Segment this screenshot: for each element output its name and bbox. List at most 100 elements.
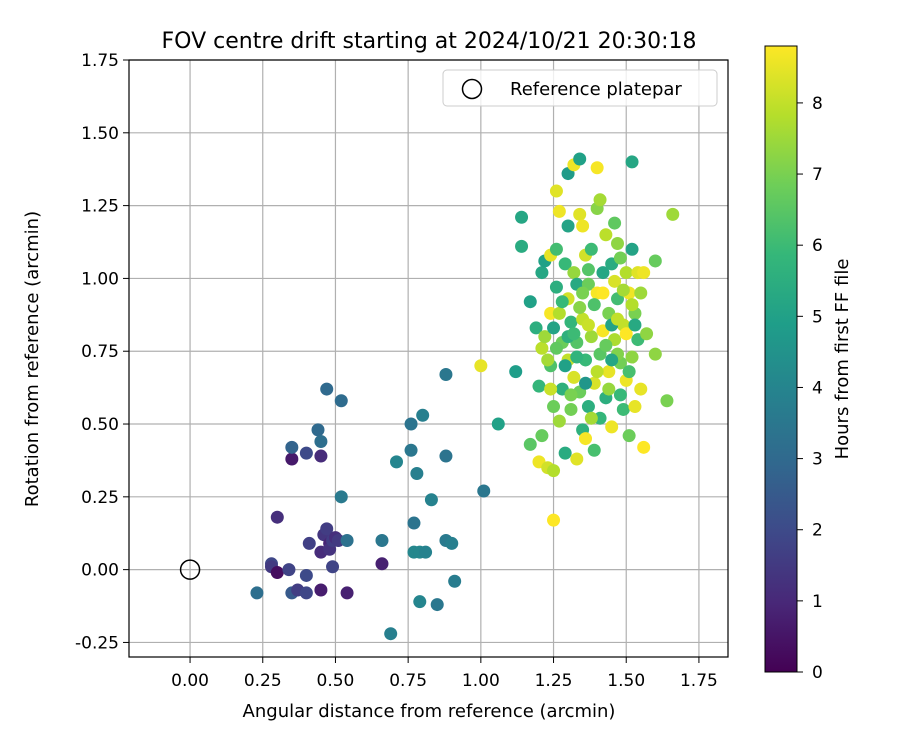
data-point: [340, 534, 354, 548]
colorbar-tick-label: 3: [812, 450, 823, 470]
data-point: [407, 516, 421, 530]
data-point: [509, 365, 523, 379]
y-tick-label: 1.25: [81, 197, 119, 217]
data-point: [549, 184, 563, 198]
data-point: [567, 266, 581, 280]
data-point: [410, 467, 424, 481]
data-point: [404, 417, 418, 431]
colorbar-tick-label: 4: [812, 378, 823, 398]
data-point: [314, 434, 328, 448]
data-point: [581, 263, 595, 277]
data-point: [416, 408, 430, 422]
data-point: [625, 350, 639, 364]
data-point: [596, 266, 610, 280]
data-point: [547, 400, 561, 414]
data-point: [579, 432, 593, 446]
data-point: [581, 400, 595, 414]
colorbar-tick-label: 0: [812, 663, 823, 683]
data-point: [602, 382, 616, 396]
colorbar-label: Hours from first FF file: [832, 259, 853, 460]
data-point: [302, 536, 316, 550]
data-point: [477, 484, 491, 498]
colorbar-ticks: 0 1 2 3 4 5 6 7 8: [797, 94, 823, 683]
data-point: [529, 321, 543, 335]
data-point: [523, 295, 537, 309]
data-point: [573, 152, 587, 166]
data-point: [404, 443, 418, 457]
data-point: [584, 411, 598, 425]
x-tick-label: 0.25: [244, 671, 282, 691]
axis-ticks: 0.00 0.25 0.50 0.75 1.00 1.25 1.50 1.75 -0.25 0.0…: [75, 51, 718, 691]
data-point: [640, 327, 654, 341]
data-point: [590, 365, 604, 379]
data-point: [334, 490, 348, 504]
data-point: [622, 365, 636, 379]
data-point: [375, 534, 389, 548]
data-point: [439, 368, 453, 382]
data-point: [619, 327, 633, 341]
data-points: [179, 152, 680, 641]
y-tick-label: 1.00: [81, 269, 119, 289]
data-point: [564, 402, 578, 416]
data-point: [622, 429, 636, 443]
data-point: [535, 266, 549, 280]
data-point: [648, 254, 662, 268]
data-point: [564, 388, 578, 402]
colorbar-tick-label: 8: [812, 94, 823, 114]
data-point: [611, 312, 625, 326]
data-point: [567, 327, 581, 341]
legend: Reference platepar: [442, 69, 718, 107]
data-point: [523, 437, 537, 451]
colorbar-tick-label: 6: [812, 236, 823, 256]
data-point: [587, 298, 601, 312]
data-point: [567, 370, 581, 384]
data-point: [250, 586, 264, 600]
data-point: [299, 586, 313, 600]
data-point: [625, 155, 639, 169]
y-tick-label: 1.50: [81, 124, 119, 144]
data-point: [648, 347, 662, 361]
legend-reference-label: Reference platepar: [510, 79, 682, 100]
data-point: [532, 379, 546, 393]
data-point: [320, 382, 334, 396]
data-point: [561, 219, 575, 233]
data-point: [637, 440, 651, 454]
data-point: [424, 493, 438, 507]
y-tick-label: 0.25: [81, 488, 119, 508]
data-point: [613, 388, 627, 402]
x-tick-label: 1.50: [607, 671, 645, 691]
colorbar-tick-label: 7: [812, 165, 823, 185]
data-point: [602, 365, 616, 379]
data-point: [285, 452, 299, 466]
x-tick-label: 1.00: [462, 671, 500, 691]
data-point: [573, 301, 587, 315]
data-point: [515, 210, 529, 224]
data-point: [285, 440, 299, 454]
data-point: [547, 464, 561, 478]
data-point: [299, 446, 313, 460]
data-point: [535, 341, 549, 355]
data-point: [584, 330, 598, 344]
data-point: [581, 318, 595, 332]
colorbar: [764, 45, 798, 673]
data-point: [660, 394, 674, 408]
data-point: [314, 583, 328, 597]
reference-platepar-marker: [179, 559, 201, 580]
data-point: [634, 286, 648, 300]
data-point: [541, 353, 555, 367]
data-point: [558, 446, 572, 460]
data-point: [544, 382, 558, 396]
data-point: [439, 449, 453, 463]
legend-reference-marker: [461, 78, 483, 100]
data-point: [564, 315, 578, 329]
data-point: [390, 455, 404, 469]
data-point: [445, 536, 459, 550]
data-point: [270, 566, 284, 580]
data-point: [538, 330, 552, 344]
data-point: [608, 216, 622, 230]
data-point: [552, 306, 566, 320]
x-tick-label: 0.50: [317, 671, 355, 691]
data-point: [549, 341, 563, 355]
data-point: [549, 242, 563, 256]
